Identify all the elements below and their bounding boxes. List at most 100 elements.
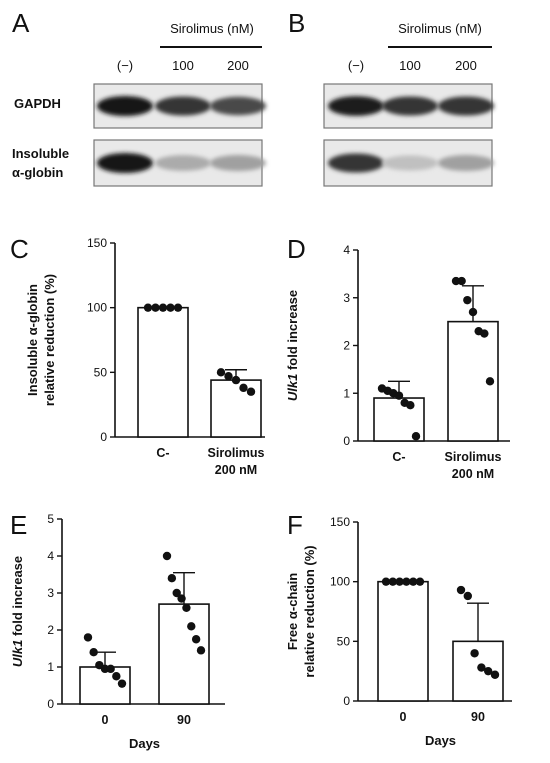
y-tick-label: 1 [343, 386, 350, 400]
x-tick-label: Sirolimus 200 nM [208, 446, 265, 477]
data-point [395, 577, 404, 586]
y-tick-label: 0 [343, 434, 350, 448]
data-point [490, 670, 500, 679]
data-point [463, 591, 472, 601]
data-point [106, 664, 115, 674]
blot-band [382, 96, 438, 116]
data-point [409, 577, 418, 586]
bar [373, 397, 425, 442]
data-point [191, 635, 201, 644]
x-axis-label: Days [129, 736, 160, 751]
data-point [216, 368, 226, 377]
data-point [173, 303, 183, 312]
data-point [167, 574, 177, 583]
data-point [166, 303, 175, 312]
y-axis-label: Free α-chain relative reduction (%) [285, 545, 317, 677]
panel-letter-d: D [287, 234, 306, 264]
panel-letter-b: B [288, 8, 305, 38]
x-tick-label: 90 [471, 710, 485, 724]
data-point [182, 603, 191, 612]
y-tick-label: 3 [343, 291, 350, 305]
data-point [162, 551, 172, 561]
data-point [485, 377, 495, 386]
data-point [151, 303, 160, 312]
blot-b-alpha-globin-strip [323, 139, 494, 187]
y-tick-label: 100 [330, 575, 350, 589]
y-axis-label: Ulk1 fold increase [285, 290, 300, 401]
panel-letter-a: A [12, 8, 30, 38]
data-point [89, 648, 98, 657]
blot-b-lane-2: 100 [399, 58, 421, 73]
bar [137, 306, 189, 438]
blot-band [438, 96, 494, 116]
blot-a-lane-2: 100 [172, 58, 194, 73]
blot-band [97, 96, 153, 116]
y-tick-label: 5 [47, 512, 54, 526]
x-tick-label: 0 [400, 710, 407, 724]
y-axis-label: Insoluble α-globin relative reduction (%) [25, 274, 57, 406]
data-point [463, 295, 472, 305]
blot-band [382, 155, 438, 171]
blot-band [210, 96, 266, 116]
y-tick-label: 0 [47, 697, 54, 711]
data-point [402, 577, 411, 586]
blot-b-gapdh-strip [323, 83, 494, 129]
y-tick-label: 1 [47, 660, 54, 674]
data-point [480, 329, 489, 338]
blot-row-label-alpha-globin: α-globin [12, 165, 63, 180]
chart-e: E 0 1 2 3 4 5 Ulk1 fold increase 0 90 Days [10, 510, 225, 751]
chart-d: D 0 1 2 3 4 Ulk1 fold increase C- Sirolimus 200 … [285, 234, 510, 481]
data-point [411, 432, 421, 441]
blot-band [328, 96, 384, 116]
western-blot-b: B Sirolimus (nM) (−) 100 200 [288, 8, 494, 187]
data-point [177, 594, 186, 603]
data-point [172, 588, 181, 598]
x-axis-label: Days [425, 733, 456, 748]
data-point [457, 276, 466, 286]
data-point [484, 666, 493, 676]
x-tick-label: C- [156, 446, 169, 460]
chart-f: F 0 50 100 150 Free α-chain relative reductio… [285, 510, 512, 748]
y-tick-label: 3 [47, 586, 54, 600]
y-tick-label: 2 [343, 339, 350, 353]
data-point [456, 585, 466, 595]
blot-a-lane-1: (−) [117, 58, 133, 73]
data-point [246, 387, 256, 396]
blot-b-header: Sirolimus (nM) [398, 21, 482, 36]
panel-letter-c: C [10, 234, 29, 264]
blot-a-header: Sirolimus (nM) [170, 21, 254, 36]
data-point [83, 633, 93, 642]
blot-band [438, 154, 494, 172]
data-point [112, 672, 121, 681]
data-point [187, 622, 196, 631]
data-point [406, 400, 415, 410]
data-point [388, 577, 397, 586]
data-point [117, 679, 127, 688]
data-point [196, 646, 206, 655]
blot-band [155, 155, 211, 171]
western-blot-a: A Sirolimus (nM) (−) 100 200 GAPDH Insol… [12, 8, 266, 187]
blot-band [210, 154, 266, 172]
data-point [239, 383, 248, 393]
data-point [477, 663, 486, 672]
blot-a-alpha-globin-strip [93, 139, 266, 187]
y-tick-label: 150 [330, 515, 350, 529]
y-tick-label: 2 [47, 623, 54, 637]
blot-b-lane-1: (−) [348, 58, 364, 73]
bar [377, 580, 429, 702]
y-tick-label: 0 [100, 430, 107, 444]
blot-b-lane-3: 200 [455, 58, 477, 73]
blot-band [155, 96, 211, 116]
y-tick-label: 50 [94, 365, 108, 379]
data-point [394, 391, 404, 400]
blot-a-gapdh-strip [93, 83, 266, 129]
chart-c: C 0 50 100 150 Insoluble α-globin relative re… [10, 234, 265, 477]
x-tick-label: Sirolimus 200 nM [445, 450, 502, 481]
x-tick-label: C- [392, 450, 405, 464]
panel-letter-f: F [287, 510, 303, 540]
blot-row-label-gapdh: GAPDH [14, 96, 61, 111]
y-tick-label: 0 [343, 694, 350, 708]
data-point [224, 372, 233, 381]
y-tick-label: 100 [87, 301, 107, 315]
